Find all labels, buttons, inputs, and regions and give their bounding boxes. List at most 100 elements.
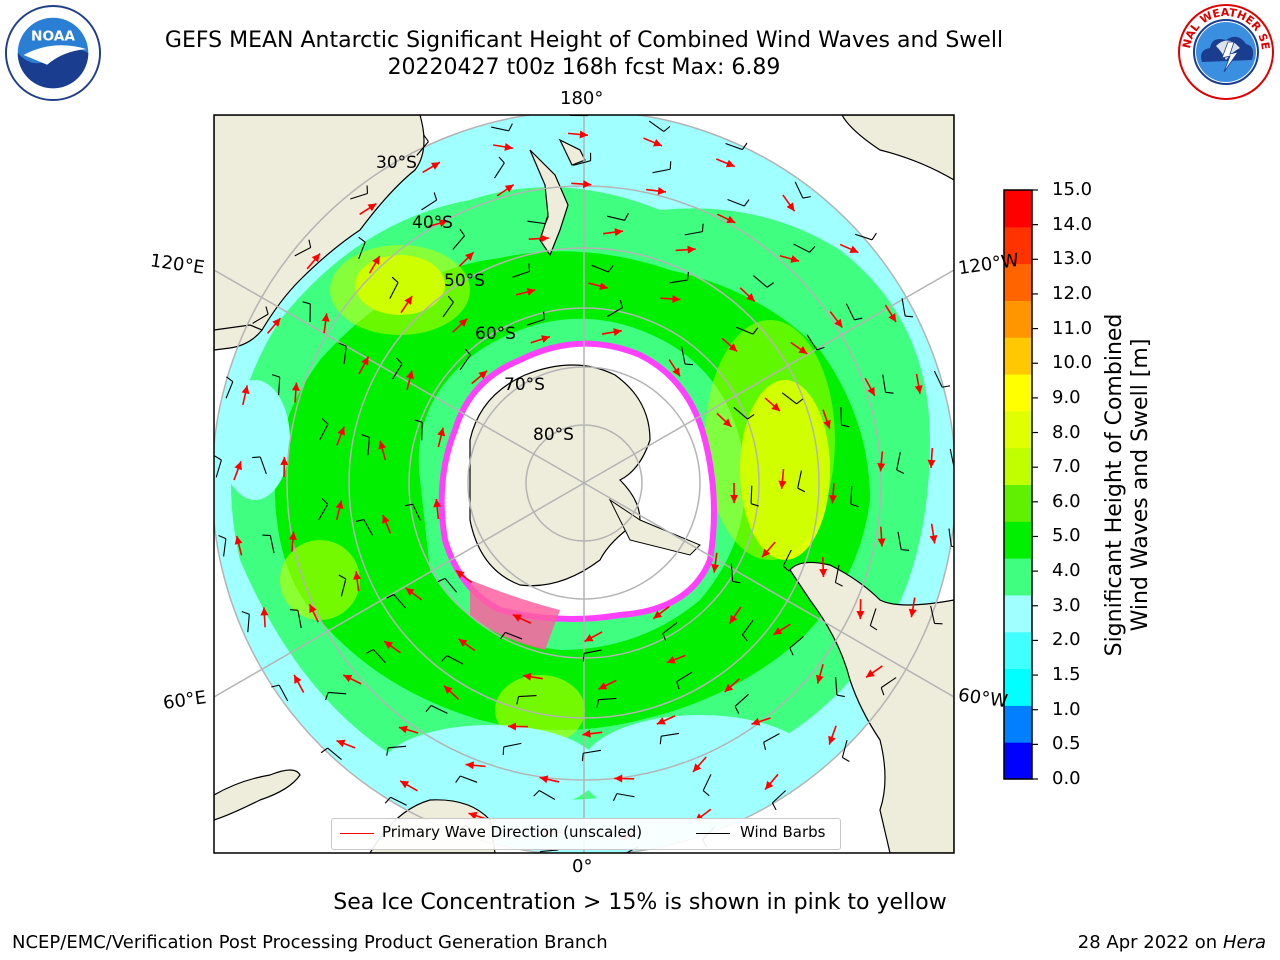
colorbar-tick-label: 6.0 <box>1052 490 1081 512</box>
wind-barb <box>901 298 906 317</box>
wind-barb <box>869 608 877 626</box>
wind-barb <box>247 614 250 633</box>
wave-direction-arrowhead <box>867 386 875 396</box>
wave-direction-arrowhead <box>687 245 696 254</box>
wave-direction-arrowhead <box>790 255 800 263</box>
wind-barb <box>358 241 366 260</box>
wind-barb <box>661 732 680 737</box>
colorbar-tick-label: 7.0 <box>1052 456 1081 478</box>
wave-direction-arrowhead <box>378 440 387 450</box>
colorbar <box>1003 189 1038 780</box>
wind-barb <box>897 531 902 550</box>
wave-direction-arrowhead <box>765 780 774 790</box>
wind-barb <box>340 578 347 597</box>
wind-barb <box>259 456 267 475</box>
wave-direction-arrowhead <box>725 159 735 168</box>
chart-title: GEFS MEAN Antarctic Significant Height o… <box>164 28 1004 53</box>
wind-barb-feather <box>901 549 910 551</box>
wave-direction-arrowhead <box>437 427 446 437</box>
wind-barb <box>845 303 855 321</box>
wind-barb-feather <box>302 301 311 305</box>
wave-direction-arrowhead <box>504 142 513 151</box>
wind-barb <box>850 486 853 505</box>
wind-barb <box>526 318 545 326</box>
colorbar-segment <box>1004 226 1032 265</box>
noaa-logo-icon: NOAA <box>4 4 102 102</box>
wave-direction-arrowhead <box>321 313 330 322</box>
colorbar-tick-label: 13.0 <box>1052 248 1093 270</box>
wind-barb-feather <box>842 757 850 762</box>
wind-barb-feather <box>384 796 391 804</box>
wave-direction-arrowhead <box>865 669 875 678</box>
wind-barb <box>390 796 407 806</box>
wind-barb-feather <box>320 747 328 754</box>
wind-barb <box>583 749 601 754</box>
wave-direction-arrowhead <box>337 426 345 436</box>
wave-direction-arrowhead <box>598 682 608 690</box>
wave-direction-arrowhead <box>405 587 415 596</box>
wind-barb-feather <box>214 455 222 461</box>
wind-barb <box>730 563 734 582</box>
wind-barb-feather <box>508 123 513 132</box>
wave-direction-arrowhead <box>234 461 242 471</box>
wind-barb-feather <box>447 295 454 303</box>
wave-direction-arrowhead <box>507 722 517 731</box>
wave-direction-arrowhead <box>927 459 936 469</box>
wave-direction-arrowhead <box>579 130 588 139</box>
wave-direction-arrowhead <box>613 328 622 336</box>
colorbar-segment <box>1004 484 1032 522</box>
wave-direction-arrowhead <box>771 402 780 412</box>
colorbar-tick-label: 11.0 <box>1052 317 1093 339</box>
wind-barb-feather <box>271 374 280 378</box>
wave-direction-arrowhead <box>406 370 414 380</box>
wind-barb <box>343 346 347 365</box>
wave-direction-arrowhead <box>746 293 755 302</box>
wind-barb <box>882 374 887 393</box>
wind-barb-feather <box>459 228 465 237</box>
wave-direction-arrowhead <box>730 494 739 503</box>
wind-barb <box>840 407 843 426</box>
wind-barb <box>327 747 342 760</box>
wave-direction-arrowhead <box>523 672 532 681</box>
wave-direction-arrowhead <box>914 385 923 394</box>
wind-barb-feather <box>321 418 329 425</box>
wave-direction-arrowhead <box>829 495 838 504</box>
wind-barb <box>741 619 754 636</box>
wind-barb <box>412 504 421 521</box>
wave-direction-arrowhead <box>692 763 702 772</box>
wind-barb-feather <box>802 196 811 199</box>
wind-barb-legend-line <box>696 833 730 834</box>
wind-barb <box>948 528 952 547</box>
wind-barb <box>328 691 347 695</box>
wind-barb <box>269 535 275 554</box>
colorbar-tick-label: 12.0 <box>1052 282 1093 304</box>
wind-barb <box>540 849 559 853</box>
colorbar-tick-label: 10.0 <box>1052 352 1093 374</box>
lat-label-60s: 60°S <box>475 324 516 344</box>
wind-barb-feather <box>391 276 399 283</box>
wind-barb <box>573 160 591 166</box>
wind-barb <box>789 636 804 649</box>
wind-barb <box>781 392 797 405</box>
wind-barb-feather <box>816 346 825 351</box>
wind-barb <box>854 233 873 241</box>
wind-barb <box>278 684 289 702</box>
colorbar-segment <box>1004 668 1032 706</box>
colorbar-title: Significant Height of Combined Wind Wave… <box>1102 313 1153 657</box>
wind-barb-feather <box>732 580 741 584</box>
wind-barb-feather <box>533 790 540 797</box>
wave-direction-arrowhead <box>672 294 681 303</box>
wind-barb <box>598 697 617 701</box>
wind-barb <box>373 649 386 664</box>
wind-barb-feather <box>502 746 505 755</box>
wind-barb-feather <box>582 653 585 662</box>
colorbar-segment <box>1004 410 1032 449</box>
wave-vectors-and-wind-barbs <box>214 115 954 853</box>
wind-barb <box>727 198 745 207</box>
wave-direction-arrowhead <box>614 774 623 783</box>
wind-barb <box>278 377 281 396</box>
wind-barb-feather <box>659 736 662 745</box>
wind-barb <box>750 485 753 504</box>
colorbar-tick-label: 14.0 <box>1052 213 1093 235</box>
wind-barb-feather <box>663 126 671 132</box>
